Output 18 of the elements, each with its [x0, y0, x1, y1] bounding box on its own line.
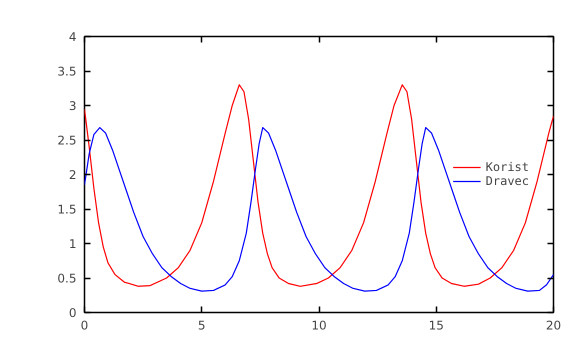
y-tick-label: 2	[68, 168, 77, 182]
y-tick-label: 0	[68, 306, 77, 320]
legend-label: Korist	[486, 160, 529, 174]
line-series	[84, 84, 554, 287]
y-tick-label: 3	[68, 99, 77, 113]
y-tick-label: 3.5	[57, 64, 77, 78]
legend-label: Dravec	[486, 174, 529, 188]
y-tick-label: 2.5	[57, 134, 77, 148]
y-tick-label: 1.5	[57, 202, 77, 216]
x-tick-label: 0	[80, 318, 88, 332]
x-tick-label: 20	[546, 318, 562, 332]
line-series	[84, 126, 554, 292]
y-tick-label: 1	[68, 237, 77, 251]
x-tick-label: 5	[198, 318, 206, 332]
x-tick-label: 10	[311, 318, 327, 332]
x-tick-label: 15	[428, 318, 444, 332]
y-tick-label: 4	[68, 30, 77, 44]
y-tick-label: 0.5	[57, 272, 77, 286]
